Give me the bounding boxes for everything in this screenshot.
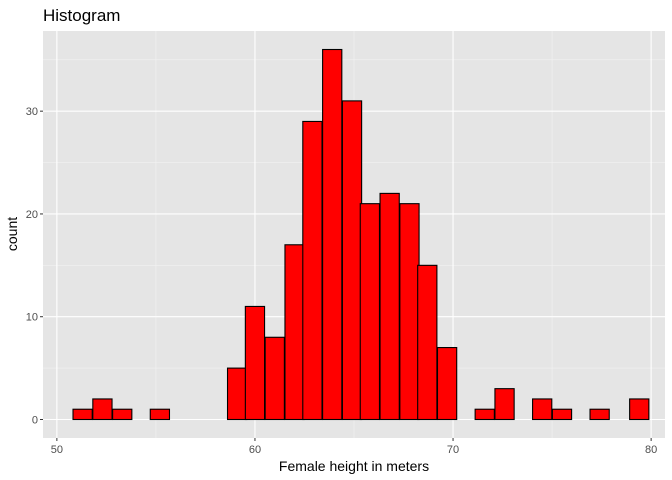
x-tick-label: 80 xyxy=(645,444,657,456)
histogram-bar xyxy=(436,347,458,421)
histogram-bar xyxy=(399,203,420,421)
y-tick-label: 0 xyxy=(32,415,38,427)
histogram-bar xyxy=(417,264,438,421)
x-axis: 50 60 70 80 xyxy=(51,438,657,456)
histogram-bar xyxy=(494,388,515,421)
histogram-bar xyxy=(359,203,381,421)
histogram-bar xyxy=(244,305,266,421)
histogram-bar xyxy=(284,244,305,421)
histogram-bar xyxy=(474,408,495,421)
x-axis-title: Female height in meters xyxy=(279,458,429,474)
histogram-bar xyxy=(629,398,650,421)
y-tick-label: 10 xyxy=(26,312,38,324)
x-tick-label: 70 xyxy=(447,444,459,456)
histogram-bar xyxy=(264,336,285,421)
histogram-bar xyxy=(341,100,363,421)
x-tick-label: 60 xyxy=(249,444,261,456)
histogram-bar xyxy=(379,192,400,421)
histogram-bar xyxy=(589,408,610,421)
histogram-bars xyxy=(72,48,650,421)
histogram-bar xyxy=(322,48,343,421)
histogram-bar xyxy=(532,398,553,421)
x-tick-label: 50 xyxy=(51,444,63,456)
histogram-bar xyxy=(149,408,171,421)
y-axis-title: count xyxy=(4,217,20,251)
histogram-bar xyxy=(112,408,133,421)
histogram-bar xyxy=(551,408,573,421)
histogram-bar xyxy=(302,120,323,421)
y-tick-label: 30 xyxy=(26,106,38,118)
chart-title: Histogram xyxy=(43,6,120,25)
histogram-bar xyxy=(72,408,93,421)
y-tick-label: 20 xyxy=(26,209,38,221)
histogram-bar xyxy=(92,398,113,421)
histogram-bar xyxy=(226,367,248,421)
y-axis: 0 10 20 30 xyxy=(26,106,43,427)
